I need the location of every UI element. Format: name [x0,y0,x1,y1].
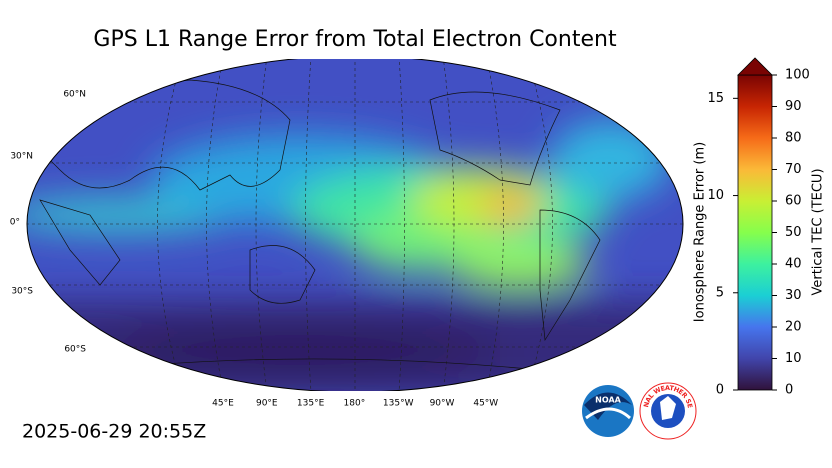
colorbar-tick-label: 60 [785,194,802,209]
range-error-label: Ionosphere Range Error (m) [693,142,708,322]
range-error-tick-label: 0 [716,383,724,398]
colorbar-axes: 0 10 20 30 40 50 60 70 80 90 100 0 5 10 15 [707,68,809,398]
colorbar-extend [737,57,773,76]
colorbar-tick-label: 90 [785,99,802,114]
noaa-text: NOAA [595,396,621,405]
lon-label: 90°W [430,399,455,409]
colorbar-tick-label: 20 [785,320,802,335]
lon-label: 135°W [383,399,414,409]
colorbar-tick-label: 80 [785,131,802,146]
lon-label: 45°E [212,399,234,409]
range-error-tick-label: 10 [707,188,724,203]
lat-label: 30°S [11,287,33,297]
timestamp: 2025-06-29 20:55Z [22,421,206,443]
lat-label: 60°S [64,345,86,355]
lon-labels: 45°E 90°E 135°E 180° 135°W 90°W 45°W [212,399,498,409]
lon-label: 180° [344,399,366,409]
colorbar-label: Vertical TEC (TECU) [811,168,826,295]
colorbar-tick-label: 0 [785,383,793,398]
lat-label: 30°N [10,152,33,162]
lon-label: 45°W [473,399,498,409]
colorbar-tick-label: 100 [785,68,810,83]
colorbar-tick-label: 70 [785,162,802,177]
lon-label: 135°E [297,399,325,409]
noaa-logo: NOAA [582,385,634,437]
lon-label: 90°E [256,399,278,409]
colorbar-tick-label: 30 [785,288,802,303]
lat-labels: 60°N 30°N 0° 30°S 60°S [10,90,87,355]
lat-label: 0° [10,218,20,228]
lat-label: 60°N [63,90,86,100]
range-error-tick-label: 15 [707,91,724,106]
range-error-tick-label: 5 [716,285,724,300]
map [26,59,684,391]
colorbar-tick-label: 50 [785,225,802,240]
colorbar-tick-label: 10 [785,351,802,366]
colorbar [737,74,773,391]
title: GPS L1 Range Error from Total Electron C… [93,27,617,52]
colorbar-tick-label: 40 [785,257,802,272]
